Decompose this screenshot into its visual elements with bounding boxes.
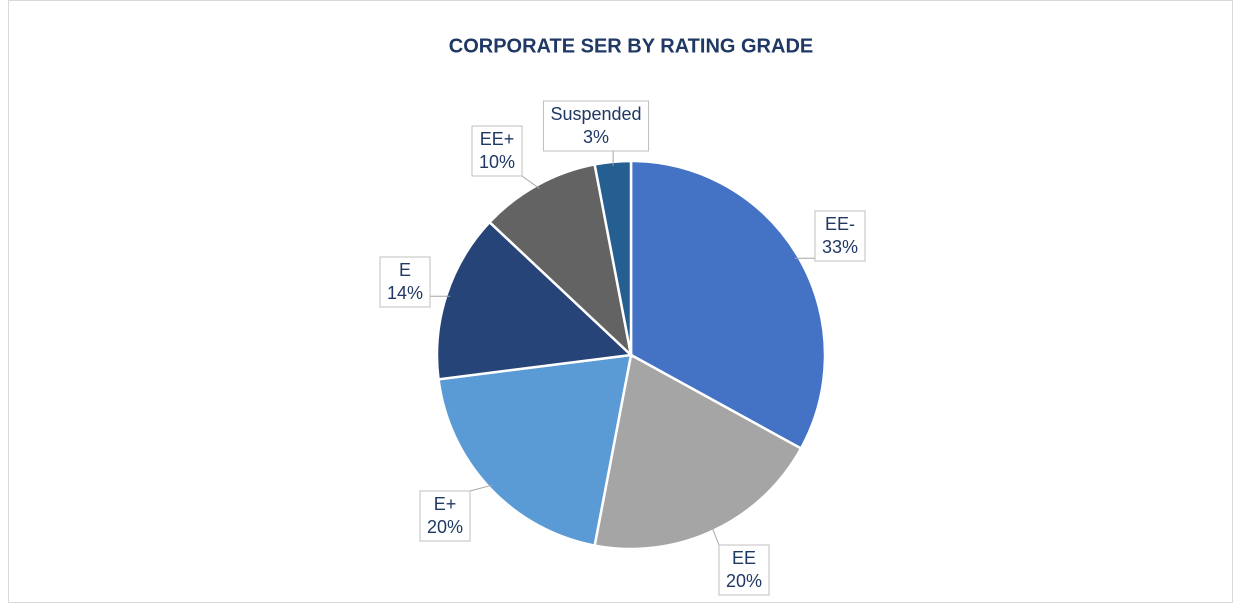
- label-category: EE+: [480, 129, 515, 149]
- label-category: Suspended: [550, 104, 641, 124]
- data-label: EE 20%: [711, 526, 770, 596]
- leader-line: [469, 484, 493, 492]
- data-label: EE+ 10%: [471, 125, 540, 189]
- label-box: [542, 100, 650, 152]
- pie-slice: [629, 159, 827, 451]
- pie-slice: [435, 220, 634, 381]
- label-box: [379, 256, 431, 308]
- label-category: E+: [434, 494, 457, 514]
- pie-slice: [487, 162, 633, 359]
- leader-line: [711, 526, 720, 546]
- label-value: 20%: [726, 571, 762, 591]
- label-category: EE-: [825, 214, 855, 234]
- data-label: EE- 33%: [794, 210, 866, 262]
- data-label: E 14%: [379, 256, 451, 308]
- label-box: [471, 125, 523, 177]
- chart-title: CORPORATE SER BY RATING GRADE: [449, 35, 813, 57]
- pie-slice: [437, 353, 633, 548]
- label-value: 14%: [387, 283, 423, 303]
- label-value: 20%: [427, 517, 463, 537]
- data-label: Suspended 3%: [542, 100, 650, 166]
- label-box: [419, 490, 471, 542]
- label-category: E: [399, 260, 411, 280]
- label-category: EE: [732, 548, 756, 568]
- label-box: [814, 210, 866, 262]
- label-value: 10%: [479, 152, 515, 172]
- label-value: 33%: [822, 237, 858, 257]
- label-box: [718, 544, 770, 596]
- label-value: 3%: [583, 127, 609, 147]
- data-label: E+ 20%: [419, 484, 493, 542]
- leader-line: [521, 175, 540, 189]
